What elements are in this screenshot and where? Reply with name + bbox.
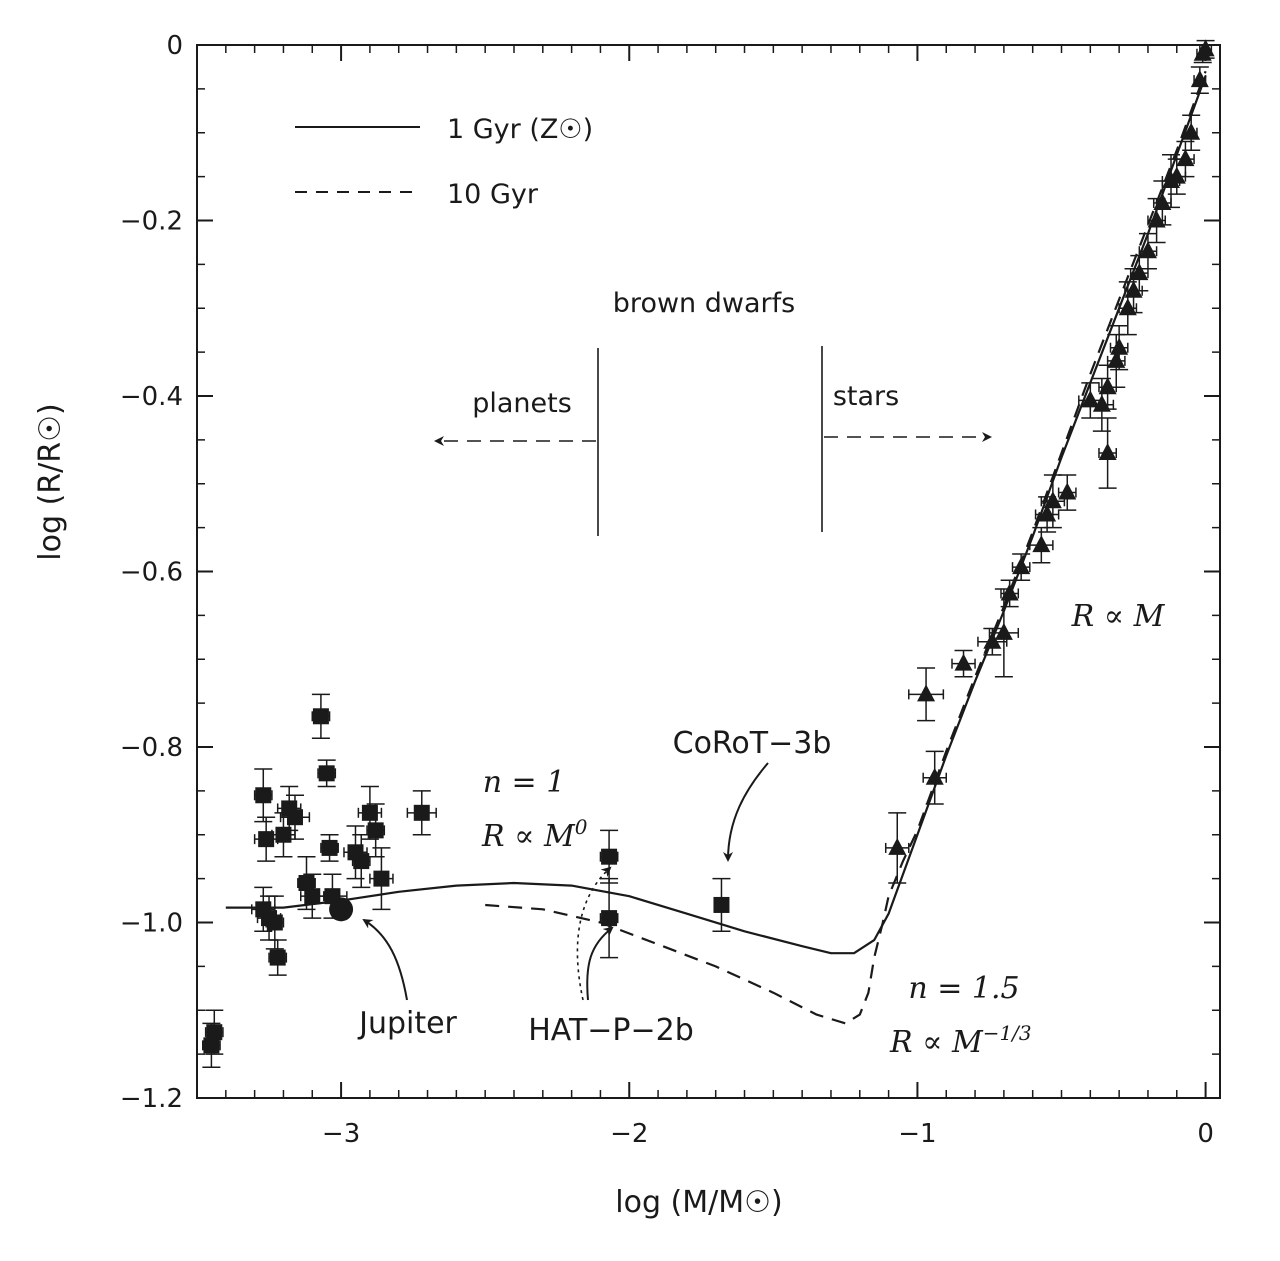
star-marker (1000, 583, 1019, 601)
x-tick-label: −1 (898, 1119, 936, 1149)
jupiter-marker (329, 897, 354, 922)
region-annotations: brown dwarfs planets stars (434, 288, 992, 536)
object-annotations: CoRoT−3b Jupiter HAT−P−2b (357, 726, 831, 1048)
star-marker (925, 767, 944, 785)
star-marker (1124, 280, 1143, 298)
star-marker (1098, 443, 1117, 461)
curve-10-gyr (485, 70, 1207, 1025)
planet-marker (312, 708, 329, 725)
planet-marker (203, 1037, 220, 1054)
star-marker (1138, 241, 1157, 259)
annotation-brown-dwarfs: brown dwarfs (613, 288, 795, 319)
star-marker (1058, 482, 1077, 500)
planet-marker (258, 831, 275, 848)
planet-marker (321, 839, 338, 856)
law-n15-label: n = 1.5 (908, 971, 1019, 1006)
star-marker (1153, 192, 1172, 210)
planet-marker (206, 1024, 223, 1041)
star-marker (1107, 350, 1126, 368)
star-marker (1038, 504, 1057, 522)
annotation-corot-3b: CoRoT−3b (673, 726, 832, 761)
axis-ticks: −3 −2 −1 0 0 −0.2 −0.4 −0.6 −0.8 −1.0 −1.2 (120, 31, 1220, 1149)
star-marker (1092, 394, 1111, 412)
legend-label-10gyr: 10 Gyr (447, 179, 539, 210)
annotation-jupiter: Jupiter (357, 1006, 457, 1041)
planet-marker (298, 875, 315, 892)
star-marker (1012, 557, 1031, 575)
y-tick-label: 0 (166, 31, 183, 61)
planet-marker (413, 804, 430, 821)
star-marker (1176, 149, 1195, 167)
planet-marker (304, 888, 321, 905)
planet-marker (373, 870, 390, 887)
law-n1-label: n = 1 (483, 765, 566, 800)
star-marker (917, 684, 936, 702)
planet-marker (269, 949, 286, 966)
model-curves (225, 70, 1207, 1025)
x-axis-title: log (M/M☉) (615, 1185, 782, 1220)
star-marker (1147, 210, 1166, 228)
planet-marker (255, 787, 272, 804)
law-n1-relation: R ∝ M0 (481, 815, 588, 854)
x-tick-label: −2 (610, 1119, 648, 1149)
legend-label-1gyr: 1 Gyr (Z☉) (447, 114, 593, 145)
star-marker (888, 837, 907, 855)
y-tick-label: −0.4 (120, 382, 183, 412)
law-n15-base: R ∝ M (889, 1025, 984, 1060)
star-marker (1032, 535, 1051, 553)
star-marker (1043, 491, 1062, 509)
star-marker (1190, 70, 1209, 88)
law-linear: R ∝ M (1071, 599, 1166, 634)
star-marker (954, 653, 973, 671)
planet-marker (266, 914, 283, 931)
planet-marker (361, 804, 378, 821)
star-marker (1182, 122, 1201, 140)
star-marker (1196, 39, 1215, 57)
plot-frame (196, 44, 1221, 1099)
law-n15-exponent: −1/3 (983, 1021, 1032, 1045)
planet-marker (601, 848, 618, 865)
data-points (202, 39, 1215, 1069)
y-tick-label: −0.8 (120, 733, 183, 763)
star-marker (1110, 337, 1129, 355)
hat-p-2b-arrow-lower (586, 926, 614, 1001)
hat-p-2b-arrow-upper (576, 866, 612, 1001)
y-tick-label: −0.6 (120, 558, 183, 588)
jupiter-arrow (362, 918, 408, 1001)
corot-3b-arrow (723, 762, 769, 862)
law-n1-base: R ∝ M (481, 819, 576, 854)
scaling-laws: n = 1 R ∝ M0 n = 1.5 R ∝ M−1/3 R ∝ M (481, 599, 1166, 1060)
star-marker (1167, 166, 1186, 184)
y-tick-label: −0.2 (120, 207, 183, 237)
y-tick-label: −1.0 (120, 909, 183, 939)
planet-marker (318, 765, 335, 782)
annotation-planets: planets (472, 388, 572, 419)
planet-marker (601, 910, 618, 927)
law-n1-exponent: 0 (575, 815, 588, 839)
star-marker (1081, 390, 1100, 408)
star-marker (1118, 298, 1137, 316)
y-tick-label: −1.2 (120, 1084, 183, 1114)
y-axis-title: log (R/R☉) (33, 403, 68, 560)
planet-marker (713, 896, 730, 913)
star-marker (983, 631, 1002, 649)
star-marker (1130, 263, 1149, 281)
star-marker (1098, 377, 1117, 395)
legend: 1 Gyr (Z☉) 10 Gyr (295, 114, 593, 210)
annotation-hat-p-2b: HAT−P−2b (528, 1013, 694, 1048)
curve-1-gyr (225, 75, 1207, 955)
planet-marker (367, 822, 384, 839)
planet-marker (353, 853, 370, 870)
x-tick-label: −3 (322, 1119, 360, 1149)
annotation-stars: stars (833, 381, 899, 412)
planet-marker (286, 809, 303, 826)
law-n15-relation: R ∝ M−1/3 (889, 1021, 1032, 1060)
star-marker (994, 622, 1013, 640)
x-tick-label: 0 (1197, 1119, 1214, 1149)
